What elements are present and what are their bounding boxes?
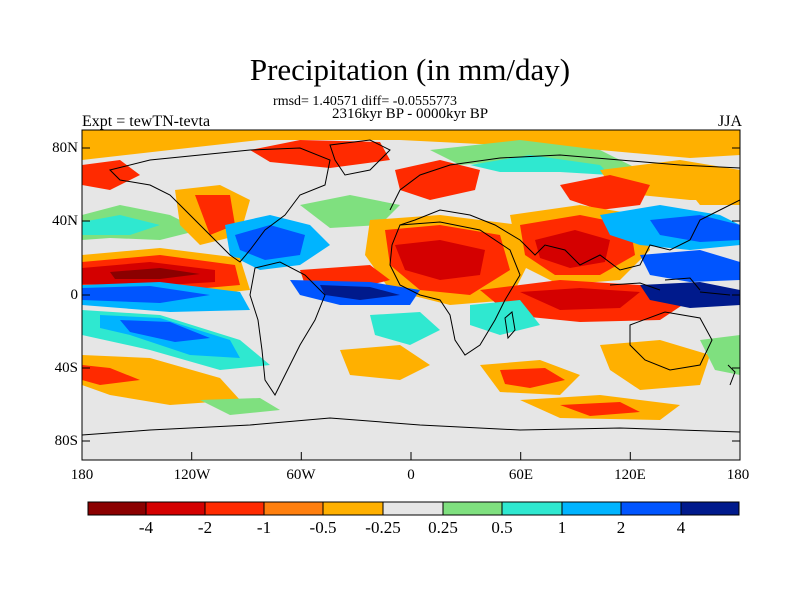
colorbar-box-6 bbox=[383, 502, 443, 515]
lon-label-120e: 120E bbox=[614, 467, 646, 483]
anomaly-westpacific-blue bbox=[640, 250, 740, 282]
coastline-south-america bbox=[249, 261, 326, 396]
lon-label-180e: 180 bbox=[726, 467, 750, 483]
anomaly-europe-red bbox=[395, 160, 480, 200]
colorbar-box-4 bbox=[264, 502, 323, 515]
anomaly-pacific-cyan bbox=[82, 215, 160, 235]
lon-label-0: 0 bbox=[407, 467, 415, 483]
colorbar-label: -1 bbox=[256, 518, 272, 537]
lat-label-40n: 40N bbox=[52, 213, 78, 229]
colorbar-box-2 bbox=[146, 502, 205, 515]
coastline-eurasia bbox=[389, 154, 740, 271]
anomaly-southpacific-red bbox=[82, 365, 140, 385]
colorbar-label: -0.25 bbox=[365, 518, 401, 537]
colorbar-box-5 bbox=[323, 502, 383, 515]
anomaly-spcz-darkblue bbox=[120, 320, 210, 342]
colorbar-box-7 bbox=[443, 502, 502, 515]
anomaly-arctic-red bbox=[250, 140, 390, 168]
colorbar-label: -0.5 bbox=[309, 518, 337, 537]
colorbar-box-1 bbox=[88, 502, 146, 515]
anomaly-southern-ocean-red bbox=[560, 402, 640, 416]
experiment-label: Expt = tewTN-tevta bbox=[82, 113, 211, 130]
anomaly-indian-ocean-darkred bbox=[520, 288, 640, 310]
chart-title: Precipitation (in mm/day) bbox=[249, 52, 571, 87]
coastline-indonesia bbox=[609, 277, 731, 296]
anomaly-india-darkred bbox=[535, 230, 610, 268]
colorbar-label: 0.25 bbox=[428, 518, 458, 537]
lon-label-120w: 120W bbox=[173, 467, 211, 483]
coastlines bbox=[82, 139, 740, 436]
coastline-australia bbox=[629, 311, 713, 371]
colorbar-box-8 bbox=[502, 502, 562, 515]
colorbar-box-3 bbox=[205, 502, 264, 515]
coastline-antarctica bbox=[82, 417, 740, 436]
lat-label-80s: 80S bbox=[54, 433, 78, 449]
anomaly-westpacific-darkblue bbox=[640, 282, 740, 308]
anomaly-southatlantic-cyan bbox=[370, 312, 440, 345]
season-label: JJA bbox=[717, 113, 742, 130]
anomaly-eastasia-darkblue bbox=[650, 215, 740, 242]
colorbar-label: -2 bbox=[197, 518, 213, 537]
anomaly-southern-ocean-green bbox=[200, 398, 280, 415]
map-field bbox=[82, 130, 740, 460]
period-line: 2316kyr BP - 0000kyr BP bbox=[331, 106, 489, 122]
lat-label-80n: 80N bbox=[52, 140, 78, 156]
anomaly-arctic-cyan bbox=[470, 155, 610, 175]
colorbar-label: 1 bbox=[557, 518, 567, 537]
coastline-north-america bbox=[109, 147, 331, 263]
lat-label-eq: 0 bbox=[70, 287, 79, 303]
coastline-new-zealand bbox=[727, 364, 736, 386]
anomaly-southindian-red bbox=[500, 368, 565, 388]
colorbar-box-9 bbox=[562, 502, 621, 515]
colorbar-label: -4 bbox=[138, 518, 154, 537]
anomaly-arctic-orange bbox=[82, 130, 740, 160]
anomaly-africa-darkred bbox=[395, 240, 485, 280]
anomaly-australia-orange bbox=[600, 340, 710, 390]
anomaly-south-equator-darkblue bbox=[82, 286, 210, 303]
colorbar-box-11 bbox=[681, 502, 739, 515]
colorbar-label: 0.5 bbox=[491, 518, 513, 537]
anomaly-asia-red bbox=[560, 175, 650, 210]
colorbar-label: 2 bbox=[616, 518, 626, 537]
lon-label-60w: 60W bbox=[286, 467, 316, 483]
coastline-greenland bbox=[329, 139, 391, 176]
anomaly-equator-maroon bbox=[110, 268, 200, 279]
lon-label-180w: 180 bbox=[70, 467, 94, 483]
colorbar bbox=[87, 501, 740, 516]
anomaly-atlantic-darkblue bbox=[320, 285, 400, 300]
axis-ticks bbox=[81, 147, 741, 460]
lon-label-60e: 60E bbox=[508, 467, 534, 483]
stats-line: rmsd= 1.40571 diff= -0.0555773 bbox=[273, 94, 457, 109]
coastline-madagascar bbox=[504, 311, 516, 340]
coastline-africa bbox=[389, 221, 521, 356]
anomaly-southpacific-orange bbox=[82, 355, 240, 405]
anomaly-gulf-darkblue bbox=[235, 225, 305, 260]
colorbar-label: 4 bbox=[676, 518, 686, 537]
anomaly-northpacific-orange bbox=[680, 175, 740, 205]
anomaly-northpacific-red bbox=[82, 160, 140, 190]
anomaly-southatlantic-orange bbox=[340, 345, 430, 380]
colorbar-box-10 bbox=[621, 502, 681, 515]
lat-label-40s: 40S bbox=[54, 360, 78, 376]
colorbar-frame bbox=[87, 501, 740, 516]
